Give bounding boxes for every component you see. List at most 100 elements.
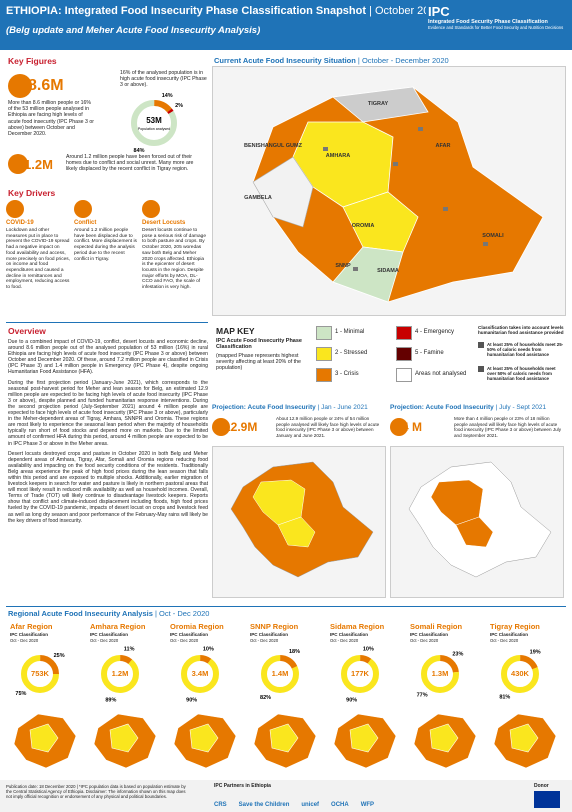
main-figure-box: 8.6M (8, 74, 98, 98)
projection-figure: 4 M (402, 420, 423, 434)
key-note: (mapped Phase represents highest severit… (216, 353, 301, 371)
region-map (173, 713, 237, 769)
donor-flag (534, 791, 560, 808)
idp-figure: 1.2M (24, 157, 53, 172)
region-map (253, 713, 317, 769)
region: Afar Region IPC Classification Oct - Dec 2… (6, 622, 84, 778)
title-line: ETHIOPIA: Integrated Food Insecurity Pha… (6, 5, 426, 17)
region-classification: IPC Classification (490, 632, 529, 637)
map-shape (29, 723, 59, 753)
region-name: SNNP Region (250, 622, 299, 631)
region-figure: 753K (31, 669, 50, 678)
logo-subtitle: Evidence and Standards for Better Food S… (428, 25, 564, 30)
logo-title: Integrated Food Security Phase Classific… (428, 19, 548, 25)
region-period: Oct - Dec 2020 (330, 638, 359, 643)
phase-label: 1 - Minimal (335, 329, 365, 335)
footer: Publication date: 18 December 2020 | *IP… (0, 780, 572, 812)
donut-segment (131, 100, 177, 146)
projection: Projection: Acute Food Insecurity | July… (390, 402, 564, 598)
phase-swatch (316, 347, 332, 361)
map-shape (277, 516, 316, 548)
header: ETHIOPIA: Integrated Food Insecurity Pha… (0, 0, 572, 50)
section-title: Key Figures (8, 56, 57, 66)
projection-title: Projection: Acute Food Insecurity | July… (390, 404, 546, 411)
phase-swatch (396, 326, 412, 340)
phase-swatch (316, 368, 332, 382)
donut-label: 84% (134, 148, 145, 153)
map-shape (189, 723, 219, 753)
map-label: BENISHANGUL GUMZ (244, 143, 303, 149)
donut-label: 10% (363, 646, 374, 652)
donut-label: 75% (15, 691, 26, 697)
map-shape (109, 723, 139, 753)
region-period: Oct - Dec 2020 (90, 638, 119, 643)
projection-figure: 12.9M (224, 420, 258, 434)
regions: Afar Region IPC Classification Oct - Dec 2… (6, 622, 568, 778)
region-name: Amhara Region (90, 622, 146, 631)
region-period: Oct - Dec 2020 (170, 638, 199, 643)
region-map (333, 713, 397, 769)
subtitle: (Belg update and Meher Acute Food Insecu… (6, 25, 261, 36)
region-period: Oct - Dec 2020 (410, 638, 439, 643)
donut-segment (501, 655, 539, 693)
region-classification: IPC Classification (90, 632, 129, 637)
phase-label: 3 - Crisis (335, 371, 359, 377)
donut-label: 90% (186, 698, 197, 704)
region: SNNP Region IPC Classification Oct - Dec 2… (246, 622, 324, 778)
driver-icon (142, 200, 160, 218)
driver: COVID-19 Lockdown and other measures put … (6, 200, 70, 312)
region-classification: IPC Classification (410, 632, 449, 637)
region: Sidama Region IPC Classification Oct - Dec… (326, 622, 404, 778)
region-donut: 10% 90% 177K (341, 646, 379, 704)
partners-title: IPC Partners in Ethiopia (214, 783, 271, 789)
projection: Projection: Acute Food Insecurity | Jan … (212, 402, 386, 598)
region-name: Tigray Region (490, 622, 540, 631)
map-label: AFAR (436, 143, 451, 149)
projection-period: | Jan - June 2021 (317, 404, 368, 411)
donut-segment (261, 655, 299, 693)
projection-title-text: Projection: Acute Food Insecurity (390, 404, 494, 411)
region-classification: IPC Classification (170, 632, 209, 637)
region-classification: IPC Classification (250, 632, 289, 637)
main-text: More than 8.6 million people or 16% of t… (8, 100, 94, 138)
donut-label: 82% (260, 695, 271, 701)
current-map: TIGRAY AFAR AMHARA BENISHANGUL GUMZ GAMBELA O… (212, 66, 566, 316)
region-classification: IPC Classification (10, 632, 49, 637)
donut-label: 2% (175, 103, 183, 109)
region-figure: 177K (351, 669, 370, 678)
region-name: Oromia Region (170, 622, 224, 631)
region-map (413, 713, 477, 769)
region: Amhara Region IPC Classification Oct - Dec… (86, 622, 164, 778)
section-title: Overview (8, 326, 46, 336)
overview-paragraph: During the first projection period (Janu… (8, 379, 208, 447)
figure-dot (212, 418, 230, 436)
donut-segment (21, 655, 59, 693)
donut-intro: 16% of the analysed population is in hig… (120, 70, 207, 89)
map-title: Current Acute Food Insecurity Situation … (214, 56, 566, 65)
map-label: AMHARA (326, 153, 350, 159)
donut-label: 14% (162, 93, 173, 99)
region-period: Oct - Dec 2020 (490, 638, 519, 643)
assist-title: Classification takes into account levels… (478, 325, 564, 335)
key-title: MAP KEY (216, 326, 255, 336)
assist-icon (478, 342, 484, 348)
region-name: Somali Region (410, 622, 463, 631)
partner: WFP (360, 802, 375, 808)
region-figure: 1.2M (112, 669, 129, 678)
regional-title-text: Regional Acute Food Insecurity Analysis (8, 609, 153, 618)
region-donut: 18% 82% 1.4M (260, 649, 300, 701)
overview-paragraph: Desert locusts destroyed crops and pastu… (8, 450, 208, 524)
driver-text: Lockdown and other measures put in place… (6, 228, 70, 291)
donut-label: 10% (203, 646, 214, 652)
key-donut: 14%2% 84% 53M Population analysed (131, 93, 183, 153)
region-classification: IPC Classification (330, 632, 369, 637)
region-map (93, 713, 157, 769)
map-label: TIGRAY (368, 101, 389, 107)
projection-title-text: Projection: Acute Food Insecurity (212, 404, 316, 411)
region-donut: 19% 81% 430K (499, 650, 541, 701)
phase-label: Areas not analysed (415, 371, 467, 377)
map-shape (429, 723, 459, 753)
phase-label: 2 - Stressed (335, 350, 368, 356)
donut-label: 19% (530, 650, 541, 656)
